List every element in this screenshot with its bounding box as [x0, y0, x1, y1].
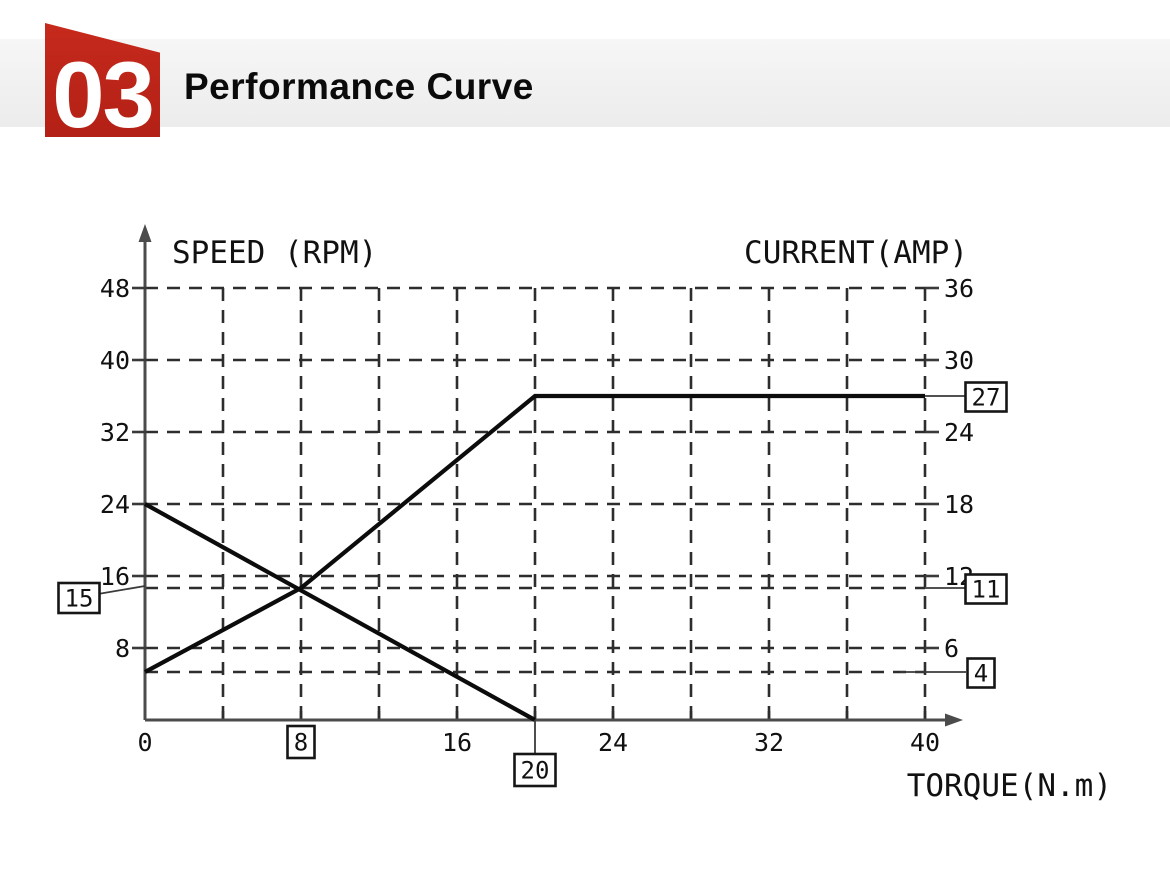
- x-tick-label: 16: [442, 728, 472, 757]
- callout-box-20: [513, 752, 557, 788]
- callout-20: 20: [521, 757, 550, 785]
- left-tick-label: 8: [115, 634, 130, 663]
- x-tick-label: 32: [754, 728, 784, 757]
- left-tick-label: 32: [100, 418, 130, 447]
- x-tick-label: 0: [137, 728, 152, 757]
- section-number: 03: [52, 41, 155, 147]
- current-curve: [144, 393, 925, 674]
- right-tick-label: 36: [944, 274, 974, 303]
- callout-box-15: [57, 581, 101, 615]
- section-header-bar: [0, 39, 1170, 127]
- right-tick-label: 30: [944, 346, 974, 375]
- callout-27: 27: [972, 384, 1001, 412]
- right-tick-label: 6: [944, 634, 959, 663]
- y-axis-arrow: [138, 224, 152, 242]
- callout-box-11: [964, 573, 1008, 605]
- right-tick-label: 24: [944, 418, 974, 447]
- left-tick-label: 48: [100, 274, 130, 303]
- callout-box-27: [964, 381, 1008, 413]
- x-tick-label: 24: [598, 728, 628, 757]
- x-tick-label: 40: [910, 728, 940, 757]
- left-tick-label: 40: [100, 346, 130, 375]
- left-tick-label: 16: [100, 562, 130, 591]
- leader-15: [97, 585, 146, 595]
- x-axis-arrow: [945, 713, 963, 727]
- left-tick-label: 24: [100, 490, 130, 519]
- page-title: Performance Curve: [184, 66, 534, 107]
- right-tick-label: 18: [944, 490, 974, 519]
- callout-box-8: [286, 724, 316, 760]
- callout-8: 8: [294, 729, 308, 757]
- callout-15: 15: [65, 585, 94, 613]
- right-axis-title: CURRENT(AMP): [744, 235, 968, 271]
- callout-11: 11: [972, 576, 1001, 604]
- left-axis-title: SPEED (RPM): [172, 235, 377, 271]
- callout-box-4: [966, 657, 996, 689]
- x-axis-title: TORQUE(N.m): [907, 768, 1112, 804]
- callout-4: 4: [974, 660, 988, 688]
- speed-curve: [143, 502, 537, 722]
